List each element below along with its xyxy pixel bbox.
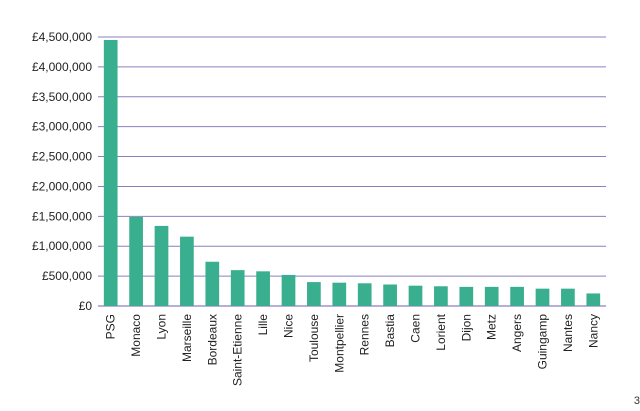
bar-bordeaux xyxy=(205,261,220,306)
bar-rennes xyxy=(357,283,372,306)
x-tick-label: PSG xyxy=(104,314,118,339)
y-tick-label: £2,000,000 xyxy=(32,179,92,193)
x-tick-label: Bastia xyxy=(383,314,397,348)
bar-monaco xyxy=(129,216,143,306)
x-tick-label: Monaco xyxy=(129,314,143,357)
y-tick-label: £3,000,000 xyxy=(32,120,92,134)
x-tick-label: Nice xyxy=(282,314,296,338)
x-tick-label: Lorient xyxy=(434,313,448,350)
x-tick-label: Nantes xyxy=(561,314,575,352)
x-tick-label: Lyon xyxy=(155,314,169,340)
bar-saint-etienne xyxy=(230,270,245,306)
y-tick-label: £4,500,000 xyxy=(32,30,92,44)
y-tick-label: £500,000 xyxy=(42,269,92,283)
corner-page-number: 3 xyxy=(633,395,640,407)
y-tick-label: £1,500,000 xyxy=(32,209,92,223)
bar-marseille xyxy=(180,236,194,306)
x-tick-label: Bordeaux xyxy=(205,314,219,365)
y-tick-label: £3,500,000 xyxy=(32,90,92,104)
bar-metz xyxy=(484,286,499,306)
bar-angers xyxy=(510,286,524,306)
x-tick-label: Metz xyxy=(485,314,499,340)
bar-lorient xyxy=(434,286,448,306)
bars xyxy=(103,39,601,306)
y-tick-label: £2,500,000 xyxy=(32,150,92,164)
x-tick-label: Nancy xyxy=(586,314,600,348)
bar-caen xyxy=(408,285,423,306)
x-tick-label: Caen xyxy=(409,314,423,343)
x-tick-label: Saint-Etienne xyxy=(231,314,245,386)
bar-nantes xyxy=(561,288,575,306)
x-tick-label: Lille xyxy=(256,314,270,336)
x-tick-label: Angers xyxy=(510,314,524,352)
x-tick-label: Marseille xyxy=(180,314,194,362)
bar-psg xyxy=(103,39,118,306)
bar-lyon xyxy=(154,225,169,306)
gridlines xyxy=(98,36,606,307)
bar-nancy xyxy=(586,293,601,306)
bar-montpellier xyxy=(332,282,347,306)
bar-guingamp xyxy=(535,288,550,306)
x-axis-category-labels: PSG Monaco Lyon Marseille Bordeaux Saint-Etie… xyxy=(104,313,601,386)
x-tick-label: Montpellier xyxy=(332,314,346,373)
y-tick-label: £1,000,000 xyxy=(32,239,92,253)
x-tick-label: Dijon xyxy=(459,314,473,341)
y-tick-label: £0 xyxy=(79,299,93,313)
x-tick-label: Guingamp xyxy=(536,314,550,370)
y-tick-label: £4,000,000 xyxy=(32,60,92,74)
bar-nice xyxy=(281,274,296,306)
bar-lille xyxy=(256,271,270,306)
y-axis-tick-labels: £0 £500,000 £1,000,000 £1,500,000 £2,000,000… xyxy=(32,30,92,313)
bar-dijon xyxy=(459,286,474,306)
x-tick-label: Rennes xyxy=(358,314,372,355)
bar-toulouse xyxy=(307,282,321,306)
bar-bastia xyxy=(383,284,397,306)
x-tick-label: Toulouse xyxy=(307,314,321,362)
